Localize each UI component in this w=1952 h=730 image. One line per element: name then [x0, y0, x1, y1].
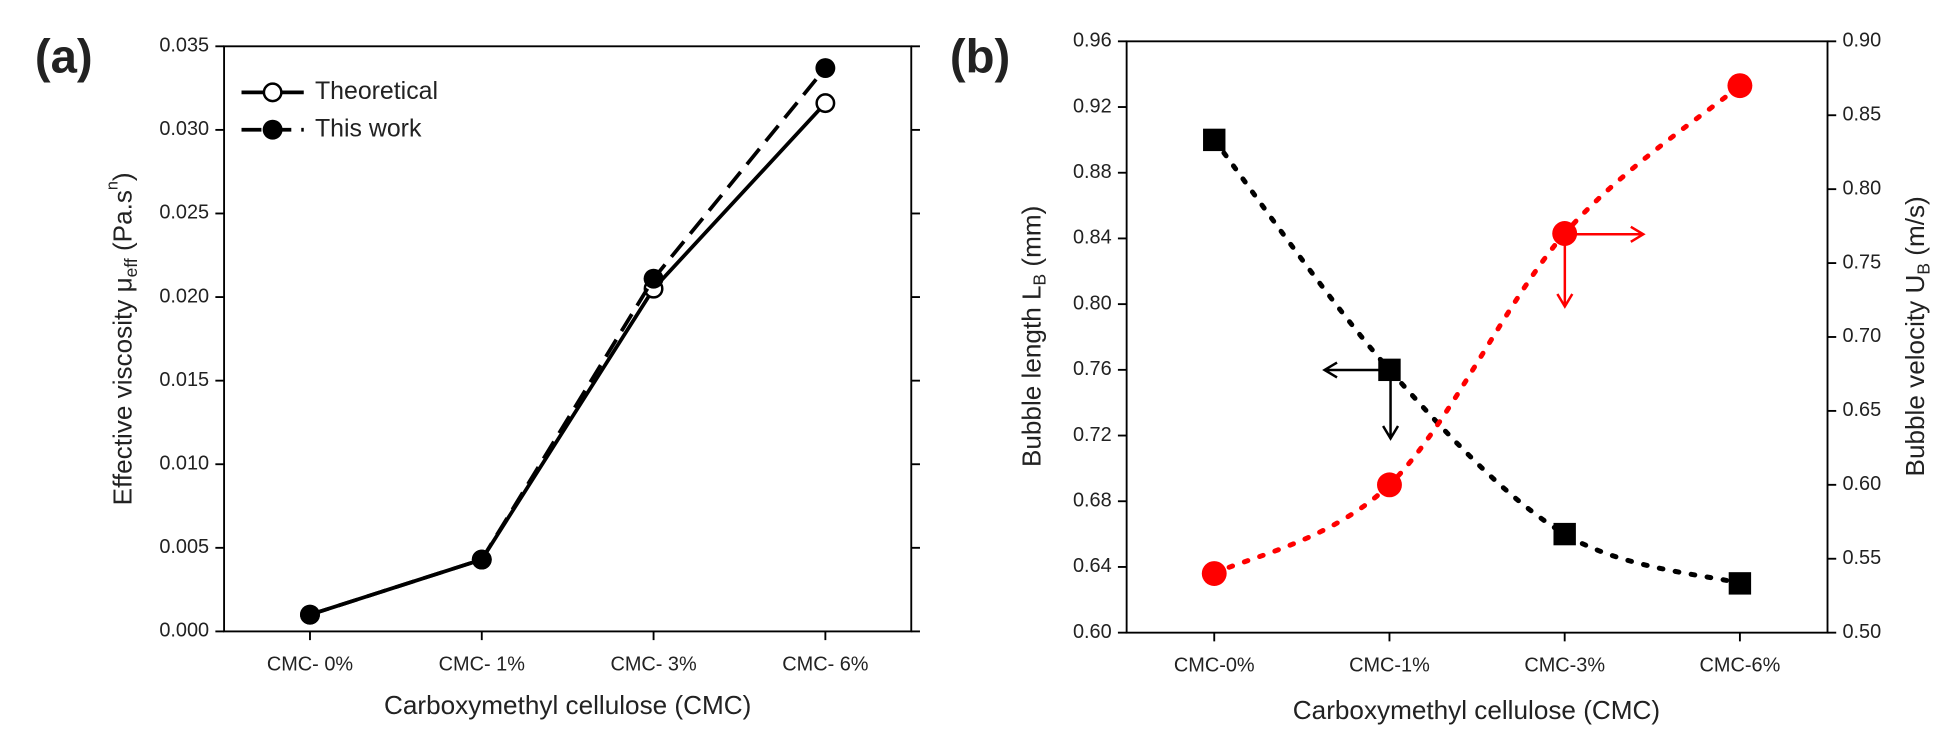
x-axis-label: Carboxymethyl cellulose (CMC) [1293, 695, 1660, 725]
x-axis-label: Carboxymethyl cellulose (CMC) [384, 690, 751, 720]
y2-tick-label: 0.70 [1842, 325, 1881, 347]
label-sub: eff [121, 258, 141, 277]
y-tick-label: 0.000 [159, 620, 209, 642]
y-tick-label: 0.68 [1073, 490, 1112, 512]
y2-tick-label: 0.65 [1842, 399, 1881, 421]
marker [1201, 561, 1227, 586]
x-tick-label: CMC-1% [1349, 655, 1430, 677]
marker [815, 93, 836, 114]
y-tick-label: 0.96 [1073, 30, 1112, 52]
label-part: Effective viscosity μ [107, 277, 137, 505]
legend-marker [262, 82, 283, 103]
y-tick-label: 0.60 [1073, 621, 1112, 643]
label-part: (m/s) [1900, 196, 1930, 263]
label-part: Bubble length L [1016, 285, 1046, 467]
label-part: (mm) [1016, 206, 1046, 274]
y-tick-label: 0.010 [159, 453, 209, 475]
y-axis-label: Bubble length LB (mm) [1016, 206, 1049, 467]
marker [1728, 572, 1752, 595]
y-tick-label: 0.64 [1073, 555, 1112, 577]
y-tick-label: 0.020 [159, 285, 209, 307]
arrow [1556, 225, 1646, 309]
y2-tick-label: 0.50 [1842, 621, 1881, 643]
label-part: Bubble velocity U [1900, 275, 1930, 477]
marker [1377, 472, 1402, 498]
x-tick-label: CMC- 1% [439, 653, 525, 675]
y-axis-label: Effective viscosity μeff (Pa.sn) [104, 172, 141, 505]
legend-marker [262, 119, 283, 140]
panel-label: (a) [35, 31, 93, 84]
y2-tick-label: 0.90 [1842, 30, 1881, 52]
marker [471, 549, 492, 570]
legend-label: Theoretical [315, 77, 438, 105]
y2-tick-label: 0.60 [1842, 473, 1881, 495]
marker [300, 604, 320, 625]
y-tick-label: 0.025 [159, 202, 209, 224]
panel-label: (b) [950, 31, 1010, 84]
marker [1727, 73, 1753, 99]
marker [643, 268, 664, 289]
series-line [1211, 137, 1743, 586]
y-tick-label: 0.72 [1073, 424, 1112, 446]
label-part: ) [107, 172, 137, 181]
label-sub: B [1913, 263, 1933, 275]
y-tick-label: 0.88 [1073, 161, 1112, 183]
x-tick-label: CMC-0% [1174, 655, 1255, 677]
x-tick-label: CMC- 6% [782, 653, 868, 675]
y2-tick-label: 0.85 [1842, 104, 1881, 126]
label-sub: B [1029, 274, 1049, 286]
annotation-arrows [1322, 225, 1646, 441]
plot-frame [223, 45, 913, 633]
label-sup: n [104, 181, 122, 190]
marker [1378, 358, 1401, 382]
y-tick-label: 0.035 [159, 35, 209, 57]
x-tick-label: CMC- 0% [267, 653, 353, 675]
y2-tick-label: 0.75 [1842, 251, 1881, 273]
y2-tick-label: 0.55 [1842, 547, 1881, 569]
plot-frame [1125, 40, 1829, 634]
series-line [309, 66, 827, 617]
marker [815, 58, 836, 78]
marker [1203, 128, 1226, 152]
marker [1553, 522, 1576, 546]
y-tick-label: 0.76 [1073, 358, 1112, 380]
y2-tick-label: 0.80 [1842, 177, 1881, 199]
y-tick-label: 0.84 [1073, 227, 1112, 249]
marker [1552, 221, 1578, 246]
y-tick-label: 0.005 [159, 536, 209, 558]
label-part: (Pa.s [107, 190, 137, 258]
arrow [1322, 361, 1400, 441]
y-tick-label: 0.80 [1073, 292, 1112, 314]
series-line [1211, 83, 1743, 577]
y-tick-label: 0.030 [159, 118, 209, 140]
x-tick-label: CMC- 3% [610, 653, 696, 675]
x-tick-label: CMC-6% [1700, 655, 1781, 677]
series-line [309, 101, 827, 617]
x-tick-label: CMC-3% [1524, 655, 1605, 677]
y-tick-label: 0.92 [1073, 95, 1112, 117]
legend-label: This work [315, 114, 422, 142]
y2-axis-label: Bubble velocity UB (m/s) [1900, 196, 1933, 476]
y-tick-label: 0.015 [159, 369, 209, 391]
